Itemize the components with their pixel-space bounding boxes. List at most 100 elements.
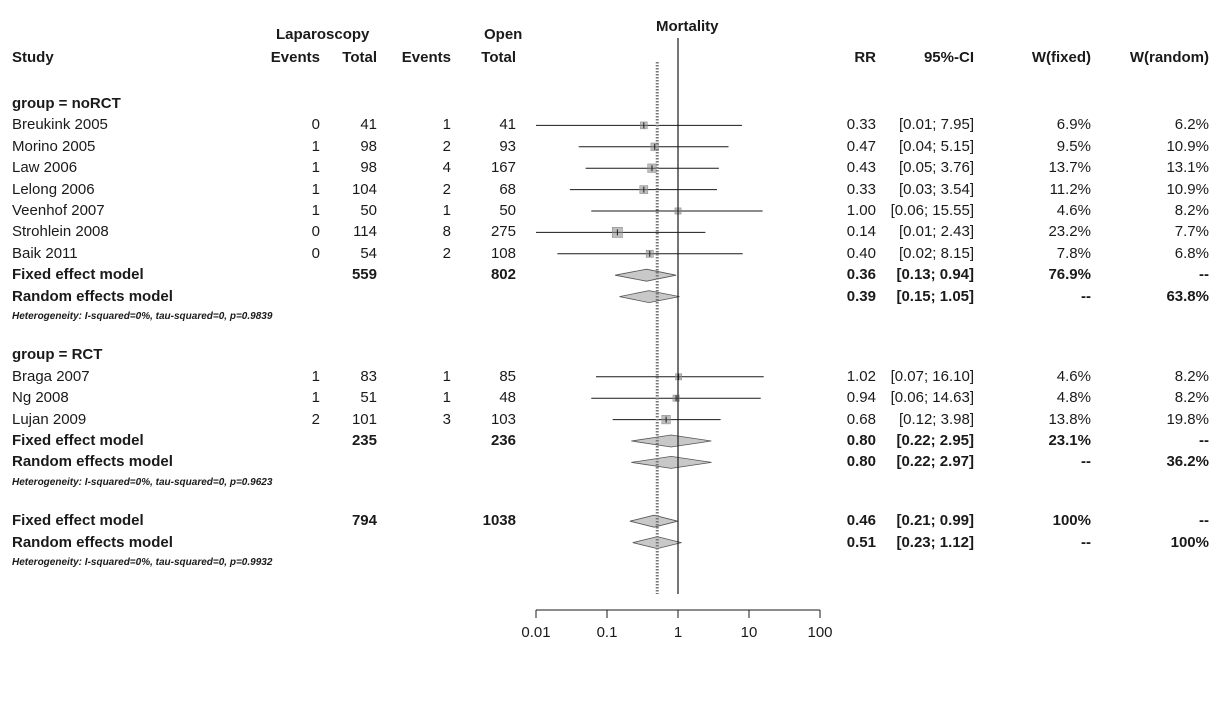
header-ci: 95%-CI [923, 49, 974, 66]
weight-random-cell: -- [1199, 512, 1209, 530]
weight-fixed-cell: -- [1081, 287, 1091, 305]
lap-events-cell: 0 [311, 223, 320, 241]
ci-cell: [0.15; 1.05] [896, 287, 974, 305]
x-tick-label: 0.01 [521, 624, 551, 641]
open-total-cell: 41 [499, 116, 516, 134]
rr-cell: 0.39 [846, 287, 876, 305]
weight-fixed-cell: 4.6% [1056, 202, 1091, 219]
study-label: Lelong 2006 [12, 180, 95, 198]
lap-total-cell: 51 [360, 389, 377, 407]
study-label: Morino 2005 [12, 137, 96, 155]
weight-random-cell: 7.7% [1174, 223, 1209, 241]
ci-cell: [0.13; 0.94] [896, 266, 974, 284]
study-label: Braga 2007 [12, 367, 90, 385]
rr-cell: 0.46 [846, 512, 876, 530]
open-total-cell: 50 [499, 202, 516, 219]
ci-cell: [0.01; 7.95] [898, 116, 974, 134]
rr-cell: 1.00 [846, 202, 876, 219]
open-total-cell: 236 [490, 432, 516, 449]
ci-cell: [0.22; 2.95] [896, 432, 974, 449]
ci-cell: [0.07; 16.10] [890, 367, 974, 385]
weight-random-cell: 36.2% [1166, 453, 1209, 471]
lap-total-cell: 235 [351, 432, 377, 449]
open-events-cell: 1 [442, 367, 451, 385]
weight-random-cell: 8.2% [1174, 389, 1209, 407]
group-label: group = noRCT [12, 95, 121, 112]
rr-cell: 0.43 [846, 159, 876, 177]
weight-fixed-cell: 13.8% [1048, 410, 1091, 428]
weight-fixed-cell: 6.9% [1056, 116, 1091, 134]
header-open-events: Events [401, 49, 451, 66]
weight-random-cell: -- [1199, 266, 1209, 284]
header-open-total: Total [481, 49, 516, 66]
weight-random-cell: 63.8% [1166, 287, 1209, 305]
open-total-cell: 48 [499, 389, 516, 407]
pooled-label: Fixed effect model [12, 512, 144, 530]
weight-random-cell: 8.2% [1174, 202, 1209, 219]
header-open: Open [484, 26, 523, 43]
weight-fixed-cell: 100% [1052, 512, 1091, 530]
study-label: Breukink 2005 [12, 116, 108, 134]
ci-cell: [0.21; 0.99] [896, 512, 974, 530]
open-events-cell: 3 [442, 410, 451, 428]
open-events-cell: 1 [442, 116, 451, 134]
weight-fixed-cell: 23.2% [1048, 223, 1091, 241]
x-tick-label: 1 [673, 624, 683, 641]
ci-cell: [0.05; 3.76] [898, 159, 974, 177]
weight-fixed-cell: 7.8% [1056, 244, 1091, 262]
open-events-cell: 1 [442, 202, 451, 219]
open-total-cell: 167 [490, 159, 516, 177]
lap-total-cell: 101 [351, 410, 377, 428]
rr-cell: 0.68 [846, 410, 876, 428]
open-total-cell: 93 [499, 137, 516, 155]
open-total-cell: 68 [499, 180, 516, 198]
pooled-diamond [631, 455, 712, 469]
weight-fixed-cell: 11.2% [1049, 180, 1091, 198]
rr-cell: 0.80 [846, 453, 876, 471]
lap-total-cell: 83 [360, 367, 377, 385]
ci-cell: [0.03; 3.54] [898, 180, 974, 198]
rr-cell: 0.33 [846, 116, 876, 134]
pooled-diamond [631, 434, 712, 448]
study-label: Lujan 2009 [12, 410, 87, 428]
lap-total-cell: 54 [360, 244, 377, 262]
open-events-cell: 2 [442, 137, 451, 155]
x-tick-label: 10 [740, 624, 758, 641]
header-study: Study [12, 49, 54, 66]
rr-cell: 0.40 [846, 244, 876, 262]
weight-random-cell: 19.8% [1166, 410, 1209, 428]
weight-random-cell: 100% [1170, 533, 1209, 551]
weight-random-cell: -- [1199, 432, 1209, 449]
pooled-label: Random effects model [12, 287, 173, 305]
study-label: Ng 2008 [12, 389, 69, 407]
pooled-diamond [619, 290, 680, 304]
weight-random-cell: 6.8% [1174, 244, 1209, 262]
lap-total-cell: 98 [360, 137, 377, 155]
header-laparoscopy: Laparoscopy [276, 26, 370, 43]
ci-cell: [0.22; 2.97] [896, 453, 974, 471]
header-lap-total: Total [342, 49, 377, 66]
open-events-cell: 1 [442, 389, 451, 407]
ci-cell: [0.04; 5.15] [898, 137, 974, 155]
lap-events-cell: 1 [311, 137, 320, 155]
open-total-cell: 1038 [482, 512, 516, 530]
chart-title: Mortality [656, 18, 719, 35]
rr-cell: 0.33 [846, 180, 876, 198]
lap-total-cell: 50 [360, 202, 377, 219]
lap-total-cell: 104 [351, 180, 377, 198]
rr-cell: 0.14 [846, 223, 876, 241]
open-total-cell: 103 [490, 410, 516, 428]
lap-events-cell: 1 [311, 367, 320, 385]
heterogeneity-note: Heterogeneity: I-squared=0%, tau-squared… [12, 476, 273, 488]
weight-random-cell: 6.2% [1174, 116, 1209, 134]
weight-fixed-cell: 23.1% [1048, 432, 1091, 449]
open-total-cell: 85 [499, 367, 516, 385]
pooled-diamond [615, 268, 677, 282]
weight-random-cell: 10.9% [1166, 137, 1209, 155]
ci-cell: [0.02; 8.15] [898, 244, 974, 262]
pooled-diamond [629, 514, 678, 528]
open-total-cell: 108 [490, 244, 516, 262]
weight-random-cell: 10.9% [1166, 180, 1209, 198]
